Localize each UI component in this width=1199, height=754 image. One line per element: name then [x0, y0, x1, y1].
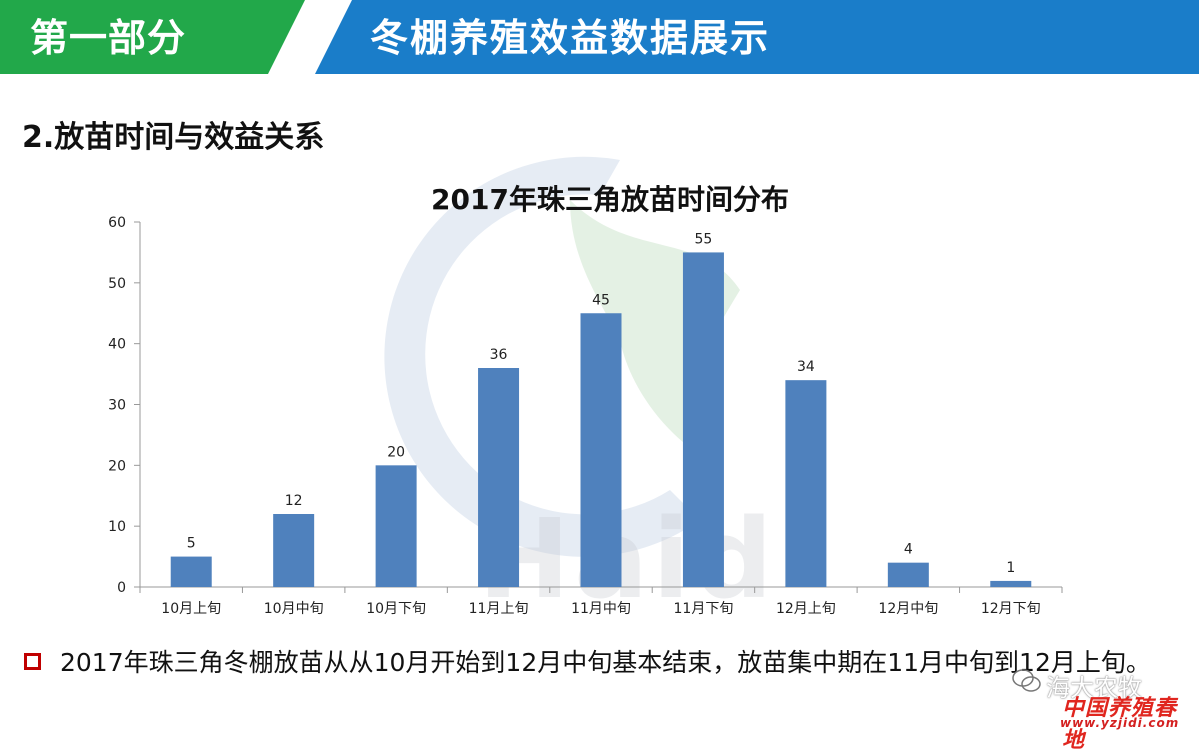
bar-1 — [273, 514, 315, 587]
x-category-label: 10月下旬 — [366, 601, 426, 617]
y-tick-label: 40 — [108, 337, 126, 353]
y-tick-label: 60 — [108, 215, 126, 231]
bar-0 — [170, 556, 212, 587]
x-category-label: 12月中旬 — [878, 601, 938, 617]
bar-5 — [682, 252, 724, 587]
x-axis: 10月上旬 10月中旬 10月下旬 11月上旬 11月中旬 11月下旬 12月上旬 12月中旬… — [139, 586, 1063, 617]
bar-value-label: 45 — [592, 292, 610, 308]
x-category-label: 10月上旬 — [161, 601, 221, 617]
site-logo-url: www.yzjidi.com — [1060, 716, 1180, 730]
x-category-label: 12月下旬 — [981, 601, 1041, 617]
y-axis: 0 10 20 30 40 50 60 — [108, 215, 141, 596]
summary-text: 2017年珠三角冬棚放苗从从10月开始到12月中旬基本结束，放苗集中期在11月中… — [60, 648, 1151, 677]
x-category-label: 10月中旬 — [264, 601, 324, 617]
subheading: 2.放苗时间与效益关系 — [22, 120, 325, 155]
bar-2 — [375, 465, 417, 587]
bar-value-label: 34 — [797, 359, 815, 375]
bar-value-label: 1 — [1006, 560, 1015, 576]
bar-6 — [785, 380, 827, 587]
bars — [170, 252, 1032, 587]
x-category-label: 12月上旬 — [776, 601, 836, 617]
banner-shapes — [0, 0, 1199, 74]
y-tick-label: 20 — [108, 458, 126, 474]
bar-8 — [990, 580, 1032, 587]
bar-7 — [887, 562, 929, 587]
header-banner: 第一部分 冬棚养殖效益数据展示 — [0, 0, 1199, 74]
y-tick-label: 0 — [117, 580, 126, 596]
bar-4 — [580, 313, 622, 587]
bar-value-label: 36 — [490, 347, 508, 363]
bar-value-label: 20 — [387, 444, 405, 460]
y-tick-label: 30 — [108, 398, 126, 414]
data-labels: 5 12 20 36 45 55 34 4 1 — [187, 231, 1015, 576]
bar-value-label: 55 — [695, 231, 713, 247]
wechat-watermark: 海大农牧 — [1046, 674, 1142, 702]
x-category-label: 11月下旬 — [674, 601, 734, 617]
bar-3 — [478, 368, 520, 587]
x-category-label: 11月上旬 — [469, 601, 529, 617]
bullet-square-icon — [24, 653, 41, 670]
y-tick-label: 10 — [108, 519, 126, 535]
banner-right-bg — [315, 0, 1199, 74]
wechat-icon — [1012, 669, 1041, 692]
bar-value-label: 5 — [187, 536, 196, 552]
y-tick-label: 50 — [108, 276, 126, 292]
part-label: 第一部分 — [30, 16, 187, 60]
banner-left-bg — [0, 0, 305, 74]
bar-value-label: 12 — [285, 493, 303, 509]
bar-value-label: 4 — [904, 542, 913, 558]
x-category-label: 11月中旬 — [571, 601, 631, 617]
chart-title: 2017年珠三角放苗时间分布 — [431, 183, 789, 216]
section-title: 冬棚养殖效益数据展示 — [370, 16, 771, 60]
